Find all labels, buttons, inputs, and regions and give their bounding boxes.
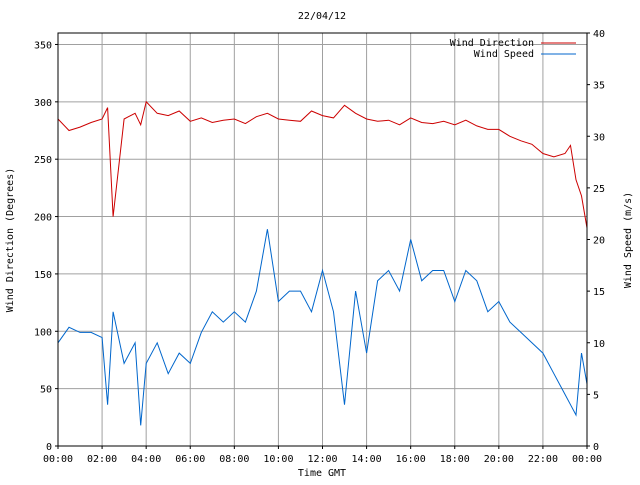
y-right-tick-label: 40 — [593, 29, 605, 40]
series-line-wind-speed — [57, 229, 588, 426]
chart-title: 22/04/12 — [298, 11, 346, 22]
x-tick-label: 08:00 — [219, 454, 249, 465]
x-tick-label: 16:00 — [396, 454, 426, 465]
y-right-tick-label: 30 — [593, 132, 605, 143]
x-tick-label: 20:00 — [484, 454, 514, 465]
y-left-tick-label: 350 — [34, 40, 52, 51]
series-line-wind-direction — [57, 100, 588, 229]
legend-label-wind-direction: Wind Direction — [450, 38, 534, 49]
x-tick-label: 10:00 — [263, 454, 293, 465]
y-right-tick-label: 10 — [593, 339, 605, 350]
legend-label-wind-speed: Wind Speed — [474, 49, 534, 60]
x-tick-label: 18:00 — [440, 454, 470, 465]
x-tick-label: 22:00 — [528, 454, 558, 465]
x-tick-label: 00:00 — [43, 454, 73, 465]
y-left-tick-label: 50 — [40, 385, 52, 396]
y-left-tick-label: 250 — [34, 155, 52, 166]
tick-layer: 00:00 02:00 04:00 06:00 08:00 10:00 12:00 14:00… — [34, 29, 605, 465]
x-tick-label: 02:00 — [87, 454, 117, 465]
y-right-tick-label: 0 — [593, 442, 599, 453]
y-left-tick-label: 150 — [34, 270, 52, 281]
y-right-tick-label: 5 — [593, 390, 599, 401]
y-right-tick-label: 35 — [593, 81, 605, 92]
series-layer — [57, 100, 588, 426]
y-left-tick-label: 100 — [34, 327, 52, 338]
y-axis-label-right: Wind Speed (m/s) — [623, 192, 634, 288]
y-right-tick-label: 25 — [593, 184, 605, 195]
y-left-tick-label: 200 — [34, 213, 52, 224]
grid-layer — [58, 33, 587, 446]
y-right-tick-label: 15 — [593, 287, 605, 298]
y-axis-label-left: Wind Direction (Degrees) — [5, 168, 16, 313]
y-left-tick-label: 300 — [34, 98, 52, 109]
y-left-tick-label: 0 — [46, 442, 52, 453]
x-tick-label: 04:00 — [131, 454, 161, 465]
x-tick-label: 12:00 — [307, 454, 337, 465]
x-axis-label: Time GMT — [298, 468, 346, 479]
legend: Wind Direction Wind Speed — [450, 38, 576, 60]
x-tick-label: 00:00 — [572, 454, 602, 465]
x-tick-label: 06:00 — [175, 454, 205, 465]
x-tick-label: 14:00 — [352, 454, 382, 465]
y-right-tick-label: 20 — [593, 236, 605, 247]
